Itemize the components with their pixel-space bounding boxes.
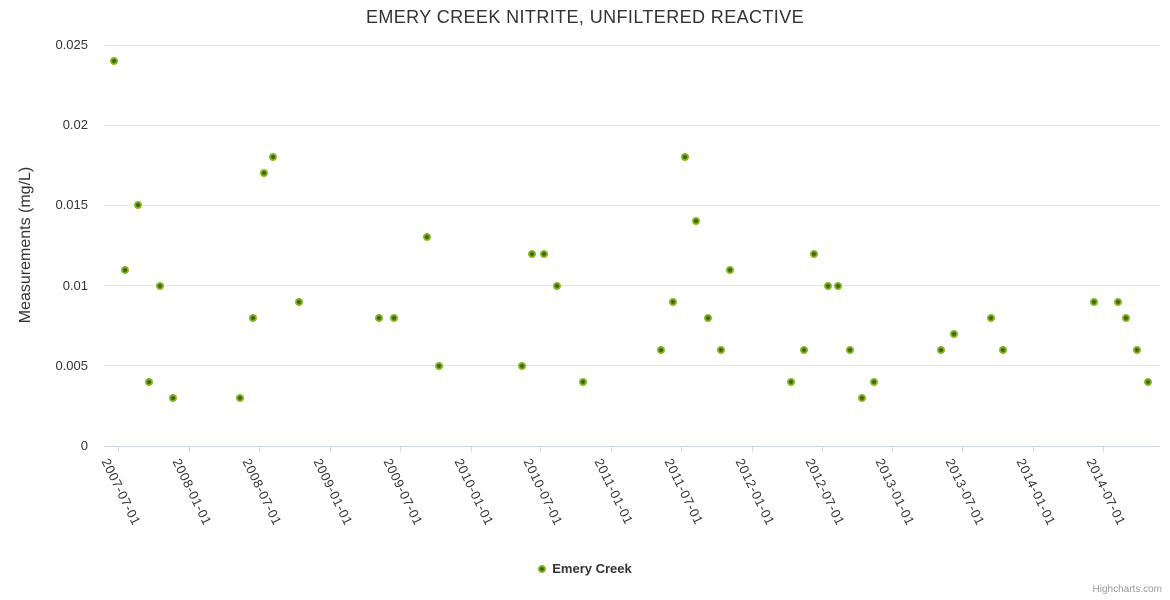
x-axis-tick [892, 447, 894, 452]
data-point[interactable] [1121, 313, 1130, 322]
data-point[interactable] [726, 265, 735, 274]
x-axis-tick [680, 447, 682, 452]
data-point[interactable] [1089, 297, 1098, 306]
y-axis-tick-label: 0.01 [62, 277, 88, 293]
x-axis-tick [611, 447, 613, 452]
gridline [104, 285, 1160, 287]
y-axis-tick-label: 0.02 [62, 117, 88, 133]
x-axis-tick-label: 2013-01-01 [872, 456, 919, 528]
data-point[interactable] [235, 393, 244, 402]
gridline [104, 204, 1160, 206]
x-axis-tick [189, 447, 191, 452]
data-point[interactable] [999, 345, 1008, 354]
x-axis-line [104, 446, 1160, 447]
data-point[interactable] [389, 313, 398, 322]
series-marker-icon [538, 564, 547, 573]
x-axis-tick [399, 447, 401, 452]
data-point[interactable] [145, 377, 154, 386]
data-point[interactable] [527, 249, 536, 258]
x-axis-tick-label: 2009-01-01 [310, 456, 356, 528]
data-point[interactable] [786, 377, 795, 386]
data-point[interactable] [517, 361, 526, 370]
x-axis-tick-label: 2008-01-01 [169, 456, 215, 528]
data-point[interactable] [681, 153, 690, 162]
gridline [104, 124, 1160, 126]
data-point[interactable] [133, 201, 142, 210]
x-axis-tick-label: 2014-01-01 [1013, 456, 1059, 528]
x-axis-tick-label: 2012-01-01 [732, 456, 778, 528]
x-axis-tick [962, 447, 964, 452]
x-axis-tick-label: 2011-01-01 [591, 456, 637, 527]
data-point[interactable] [1114, 297, 1123, 306]
x-axis-tick-label: 2009-07-01 [380, 456, 426, 528]
credits-link[interactable]: Highcharts.com [1092, 584, 1162, 595]
gridline [104, 365, 1160, 367]
data-point[interactable] [539, 249, 548, 258]
x-axis-tick [470, 447, 472, 452]
x-axis-tick-label: 2010-01-01 [451, 456, 497, 528]
data-point[interactable] [716, 345, 725, 354]
data-point[interactable] [1143, 377, 1152, 386]
y-axis-tick-label: 0.015 [55, 197, 88, 213]
x-axis-tick [751, 447, 753, 452]
x-axis-tick-label: 2014-07-01 [1083, 456, 1129, 528]
x-axis-tick-label: 2011-07-01 [661, 456, 707, 527]
data-point[interactable] [168, 393, 177, 402]
data-point[interactable] [295, 297, 304, 306]
x-axis-tick-label: 2010-07-01 [520, 456, 566, 528]
data-point[interactable] [845, 345, 854, 354]
x-axis-tick [1032, 447, 1034, 452]
x-axis-tick-label: 2012-07-01 [802, 456, 848, 528]
data-point[interactable] [552, 281, 561, 290]
data-point[interactable] [950, 329, 959, 338]
y-axis-title: Measurements (mg/L) [17, 166, 34, 324]
y-axis-tick-label: 0 [80, 438, 88, 453]
x-axis-tick [259, 447, 261, 452]
data-point[interactable] [1132, 345, 1141, 354]
data-point[interactable] [834, 281, 843, 290]
data-point[interactable] [109, 57, 118, 66]
data-point[interactable] [858, 393, 867, 402]
x-axis-tick [1102, 447, 1104, 452]
y-axis-tick-label: 0.025 [55, 37, 88, 52]
x-axis-tick [118, 447, 120, 452]
x-axis-tick [329, 447, 331, 452]
data-point[interactable] [703, 313, 712, 322]
data-point[interactable] [936, 345, 945, 354]
data-point[interactable] [155, 281, 164, 290]
data-point[interactable] [799, 345, 808, 354]
data-point[interactable] [374, 313, 383, 322]
gridline [104, 44, 1160, 46]
data-point[interactable] [869, 377, 878, 386]
data-point[interactable] [668, 297, 677, 306]
data-point[interactable] [422, 233, 431, 242]
x-axis-tick-label: 2013-07-01 [942, 456, 988, 528]
data-point[interactable] [987, 313, 996, 322]
legend-item-emery-creek[interactable]: Emery Creek [538, 561, 632, 576]
data-point[interactable] [120, 265, 129, 274]
data-point[interactable] [692, 217, 701, 226]
legend-series-label: Emery Creek [552, 561, 632, 576]
x-axis-tick-label: 2007-07-01 [98, 456, 145, 528]
legend: Emery Creek [0, 561, 1170, 576]
x-axis-tick [540, 447, 542, 452]
data-point[interactable] [578, 377, 587, 386]
data-point[interactable] [259, 169, 268, 178]
data-point[interactable] [824, 281, 833, 290]
y-axis-tick-label: 0.005 [55, 357, 88, 373]
data-point[interactable] [434, 361, 443, 370]
x-axis-tick [821, 447, 823, 452]
chart-title: EMERY CREEK NITRITE, UNFILTERED REACTIVE [365, 7, 805, 27]
data-point[interactable] [268, 153, 277, 162]
data-point[interactable] [810, 249, 819, 258]
x-axis-tick-label: 2008-07-01 [239, 456, 285, 528]
data-point[interactable] [248, 313, 257, 322]
data-point[interactable] [656, 345, 665, 354]
